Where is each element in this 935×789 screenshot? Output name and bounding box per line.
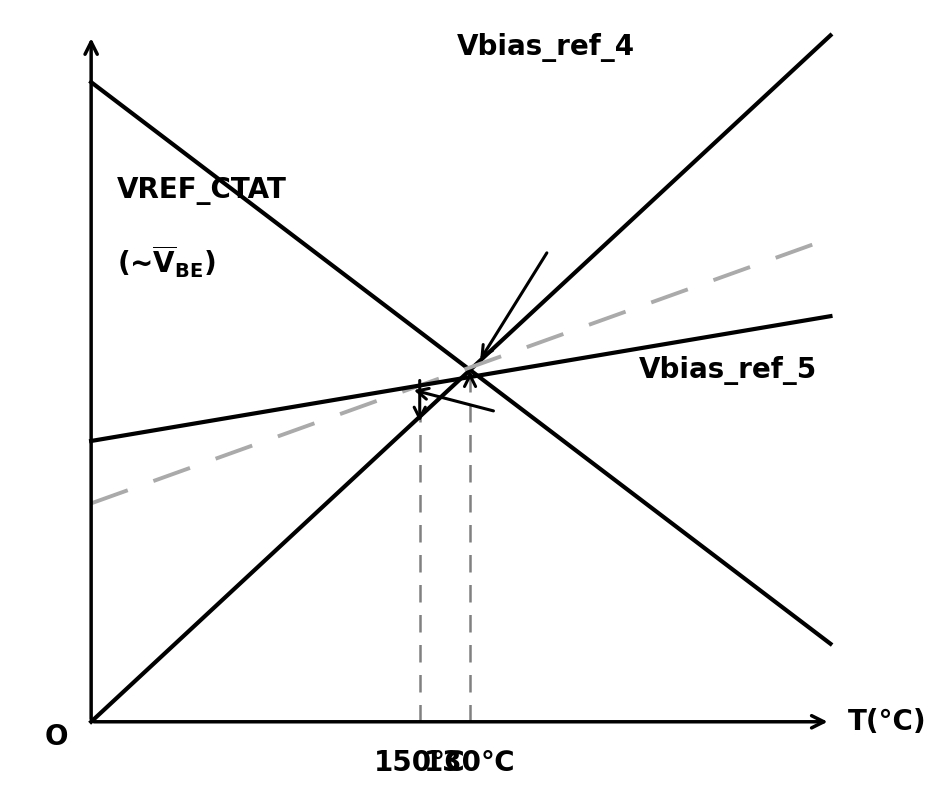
Text: VREF_CTAT: VREF_CTAT xyxy=(117,178,287,205)
Text: Vbias_ref_5: Vbias_ref_5 xyxy=(640,357,817,385)
Text: T(°C): T(°C) xyxy=(848,708,927,736)
Text: Vbias_ref_4: Vbias_ref_4 xyxy=(456,32,635,62)
Text: 130℃: 130℃ xyxy=(424,749,516,777)
Text: 150℃: 150℃ xyxy=(374,749,466,777)
Text: O: O xyxy=(45,724,68,751)
Text: (~$\mathbf{\overline{V}_{BE}}$): (~$\mathbf{\overline{V}_{BE}}$) xyxy=(117,243,216,280)
